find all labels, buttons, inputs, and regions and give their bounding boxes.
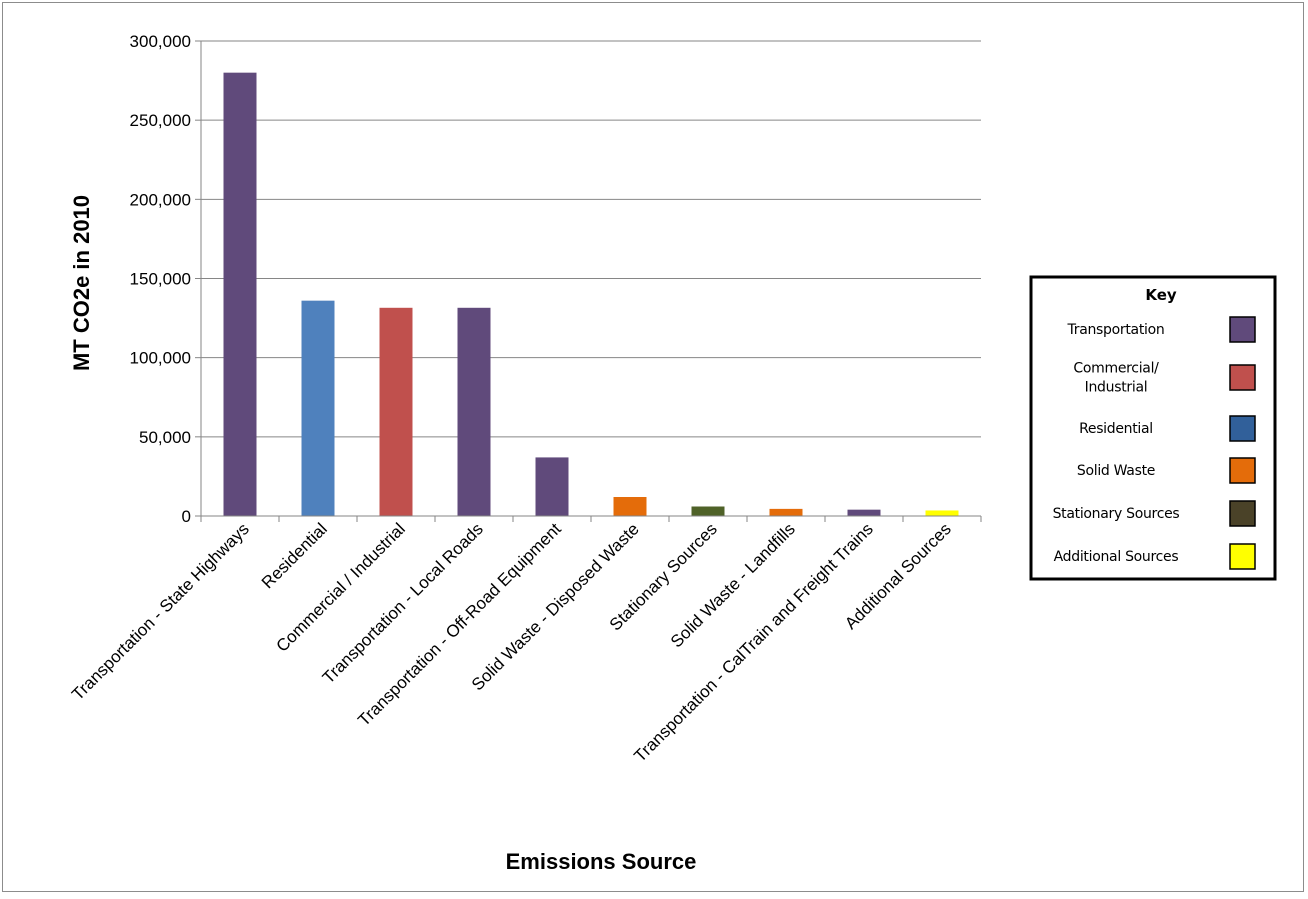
x-tick-labels: Transportation - State Highways Residenti… — [68, 519, 955, 766]
legend: Key Transportation Commercial/Industrial Re… — [1029, 275, 1277, 581]
legend-swatch — [1229, 500, 1256, 527]
bar — [769, 508, 803, 516]
x-tick-label: Solid Waste - Disposed Waste — [468, 519, 643, 694]
y-tick-labels: 0 50,000 100,000 150,000 200,000 250,000 300,0… — [130, 32, 191, 526]
bar — [925, 510, 959, 516]
y-tick-label: 50,000 — [139, 428, 191, 447]
bar — [691, 506, 725, 516]
x-tick-label: Commercial / Industrial — [272, 519, 408, 655]
legend-swatch — [1229, 415, 1256, 442]
bar — [613, 497, 647, 516]
bar — [457, 307, 491, 516]
legend-swatch — [1229, 457, 1256, 484]
legend-label: Solid Waste — [1077, 463, 1155, 479]
legend-swatch — [1229, 543, 1256, 570]
legend-swatch — [1229, 316, 1256, 343]
bar — [535, 457, 569, 516]
y-tick-label: 0 — [182, 507, 191, 526]
y-axis-title: MT CO2e in 2010 — [69, 195, 94, 371]
axes — [200, 41, 982, 522]
legend-label: Transportation — [1067, 322, 1165, 338]
bar — [847, 509, 881, 516]
bars — [223, 72, 959, 517]
legend-label: Additional Sources — [1054, 549, 1179, 565]
legend-swatch — [1229, 364, 1256, 391]
legend-label: Commercial/ — [1073, 361, 1159, 377]
bar — [223, 72, 257, 517]
legend-title: Key — [1145, 286, 1177, 304]
y-tick-label: 300,000 — [130, 32, 191, 51]
x-tick-label: Transportation - Local Roads — [319, 519, 487, 687]
y-tick-label: 200,000 — [130, 190, 191, 209]
y-tick-label: 250,000 — [130, 111, 191, 130]
bar-chart: 0 50,000 100,000 150,000 200,000 250,000 300,0… — [68, 32, 1277, 874]
legend-label: Stationary Sources — [1053, 506, 1180, 522]
legend-label: Residential — [1079, 421, 1153, 437]
x-tick-label: Residential — [258, 519, 331, 592]
x-axis-title: Emissions Source — [506, 849, 697, 874]
x-tick-label: Transportation - State Highways — [68, 519, 253, 704]
y-tick-label: 150,000 — [130, 270, 191, 289]
y-tick-label: 100,000 — [130, 349, 191, 368]
bar — [379, 307, 413, 516]
legend-label: Industrial — [1085, 380, 1148, 396]
bar — [301, 300, 335, 516]
